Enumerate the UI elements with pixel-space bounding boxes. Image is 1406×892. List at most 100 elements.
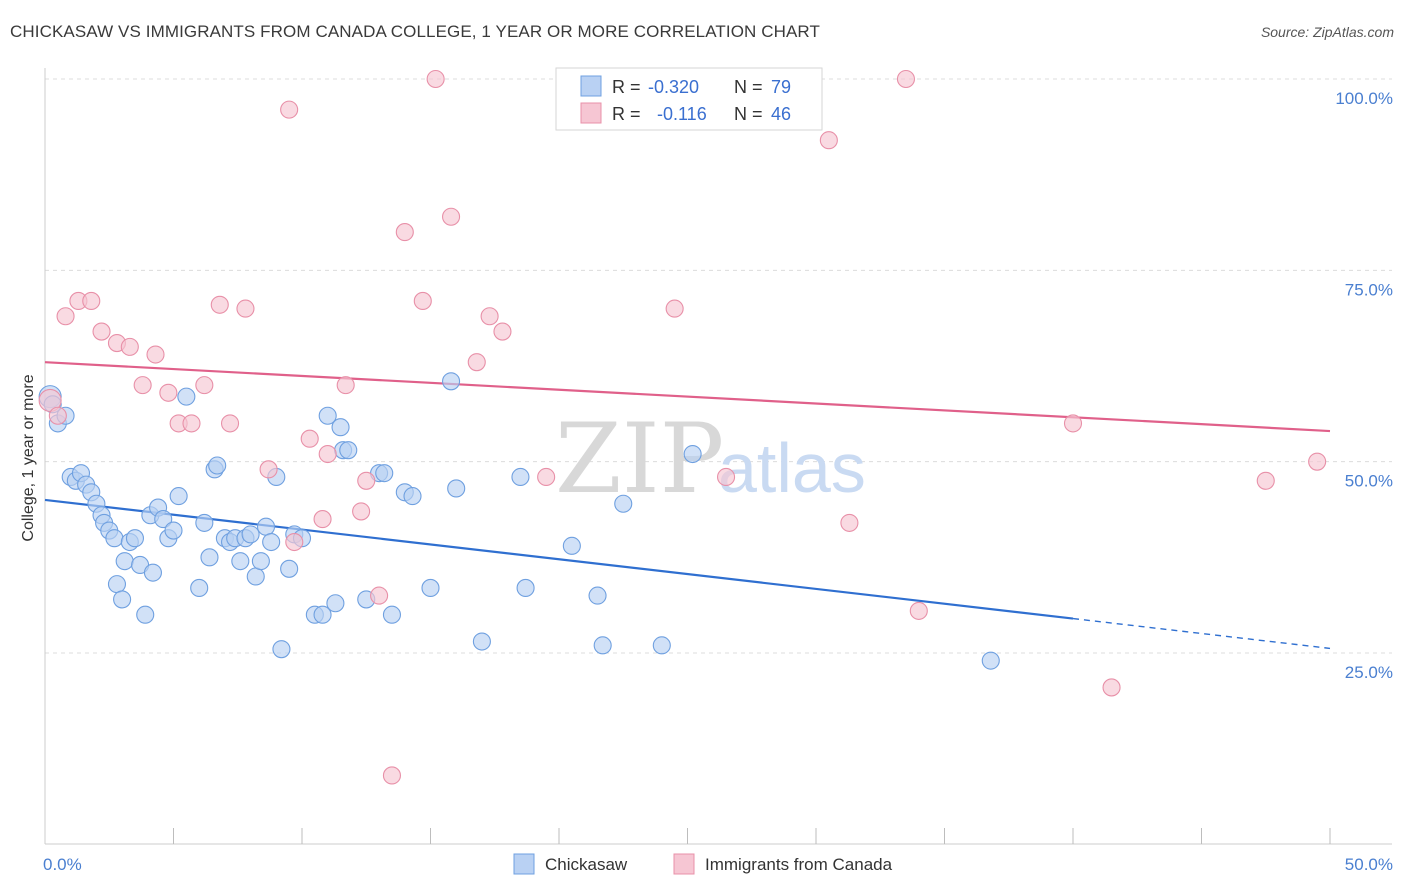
point-canada-30 [467, 353, 486, 372]
y-tick-label-2: 50.0% [1345, 472, 1393, 491]
point-chickasaw-41 [251, 552, 270, 571]
y-tick-label-1: 75.0% [1345, 280, 1393, 299]
point-canada-13 [210, 295, 229, 314]
point-chickasaw-55 [339, 441, 358, 460]
point-canada-41 [1102, 678, 1121, 697]
point-chickasaw-26 [164, 521, 183, 540]
point-canada-7 [133, 376, 152, 395]
point-canada-23 [357, 471, 376, 490]
point-chickasaw-43 [262, 532, 281, 552]
point-canada-31 [480, 307, 499, 326]
point-canada-17 [285, 532, 304, 552]
point-canada-27 [413, 291, 432, 310]
stats-r-value-2: -0.116 [657, 104, 707, 124]
point-chickasaw-67 [516, 578, 535, 597]
point-canada-40 [1063, 414, 1083, 433]
trend-line-0 [44, 498, 1074, 620]
point-canada-38 [896, 69, 916, 89]
point-canada-1 [56, 307, 75, 326]
point-canada-45 [48, 406, 67, 425]
point-canada-25 [382, 766, 402, 785]
point-chickasaw-29 [190, 578, 209, 597]
stats-n-value-1: 79 [771, 77, 791, 97]
point-canada-19 [313, 510, 332, 529]
point-canada-44 [280, 100, 299, 119]
stats-swatch-canada [580, 102, 602, 124]
x-tick-label-0: 0.0% [43, 855, 82, 874]
point-chickasaw-42 [256, 517, 276, 536]
point-chickasaw-28 [177, 387, 196, 406]
bottom-legend: Chickasaw Immigrants from Canada [513, 853, 893, 875]
point-chickasaw-62 [421, 578, 440, 597]
point-chickasaw-31 [200, 548, 219, 567]
point-canada-14 [220, 414, 240, 433]
stats-r-value-1: -0.320 [648, 77, 699, 97]
point-chickasaw-24 [154, 510, 173, 529]
y-axis-title: College, 1 year or more [20, 374, 37, 541]
point-canada-43 [1308, 452, 1327, 471]
stats-n-value-2: 46 [771, 104, 791, 124]
axes [44, 68, 1392, 845]
y-tick-label-0: 100.0% [1335, 89, 1393, 108]
point-chickasaw-37 [231, 552, 250, 571]
legend-swatch-canada [673, 853, 695, 875]
point-chickasaw-27 [169, 487, 188, 506]
point-chickasaw-13 [105, 529, 124, 548]
point-chickasaw-69 [588, 586, 607, 605]
point-canada-18 [300, 429, 319, 448]
legend-label-chickasaw: Chickasaw [545, 855, 628, 874]
point-chickasaw-66 [511, 467, 530, 487]
legend-swatch-chickasaw [513, 853, 535, 875]
point-chickasaw-39 [241, 525, 260, 544]
point-canada-36 [819, 131, 838, 150]
stats-n-label-2: N = [734, 104, 763, 124]
point-chickasaw-30 [195, 513, 214, 532]
point-canada-16 [259, 460, 278, 479]
point-chickasaw-22 [143, 563, 162, 582]
source-label: Source: ZipAtlas.com [1260, 24, 1394, 40]
point-chickasaw-52 [326, 594, 345, 613]
chart-title: CHICKASAW VS IMMIGRANTS FROM CANADA COLL… [10, 22, 820, 41]
stats-legend: R = -0.320 N = 79 R = -0.116 N = 46 [555, 67, 823, 131]
stats-n-label-1: N = [734, 77, 763, 97]
point-canada-32 [493, 322, 512, 341]
point-canada-26 [395, 223, 414, 242]
stats-swatch-chickasaw [580, 75, 602, 97]
point-chickasaw-61 [403, 487, 422, 506]
point-chickasaw-72 [652, 636, 671, 655]
point-chickasaw-33 [208, 456, 227, 475]
point-chickasaw-15 [113, 590, 132, 609]
point-chickasaw-46 [280, 559, 299, 578]
point-canada-34 [665, 299, 684, 318]
point-chickasaw-65 [472, 632, 491, 651]
trend-line-1 [44, 361, 1331, 433]
point-chickasaw-16 [115, 552, 134, 571]
tick-labels: 100.0% 75.0% 50.0% 25.0% 0.0% 50.0% [43, 89, 1393, 874]
data-points [38, 69, 1327, 785]
point-chickasaw-40 [246, 567, 265, 586]
watermark-atlas: atlas [718, 429, 866, 507]
legend-label-canada: Immigrants from Canada [705, 855, 893, 874]
point-chickasaw-73 [683, 444, 702, 464]
point-chickasaw-53 [331, 418, 350, 437]
point-canada-24 [370, 586, 389, 605]
point-chickasaw-50 [313, 605, 332, 624]
point-chickasaw-18 [125, 529, 144, 548]
y-tick-label-3: 25.0% [1345, 663, 1393, 682]
point-canada-15 [236, 299, 255, 318]
stats-r-label-2: R = [612, 104, 641, 124]
point-chickasaw-20 [136, 605, 155, 624]
point-canada-35 [716, 467, 736, 487]
point-canada-39 [909, 601, 928, 620]
point-canada-42 [1256, 471, 1275, 490]
point-canada-6 [120, 337, 139, 356]
point-canada-12 [195, 376, 214, 395]
point-chickasaw-63 [442, 372, 461, 391]
watermark: ZIP atlas [555, 403, 866, 515]
point-canada-4 [92, 322, 111, 341]
point-canada-37 [840, 513, 859, 532]
stats-r-label-1: R = [612, 77, 641, 97]
point-chickasaw-70 [593, 636, 612, 655]
point-canada-8 [146, 345, 165, 364]
